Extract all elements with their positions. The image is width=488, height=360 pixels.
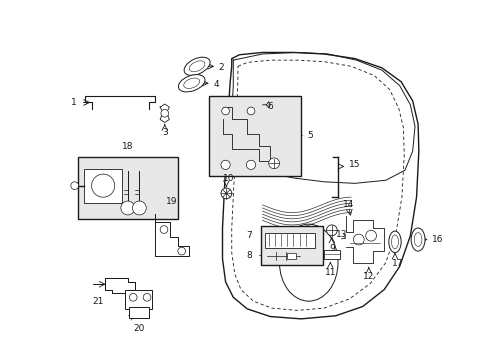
- Ellipse shape: [410, 228, 424, 251]
- Bar: [78, 157, 178, 219]
- Circle shape: [353, 234, 364, 245]
- Text: 9: 9: [328, 244, 334, 253]
- Polygon shape: [104, 278, 135, 293]
- Circle shape: [71, 182, 79, 189]
- Text: 18: 18: [122, 142, 133, 151]
- Text: 19: 19: [165, 197, 177, 206]
- Text: 3: 3: [162, 128, 167, 137]
- Text: 13: 13: [335, 230, 346, 239]
- Text: 4: 4: [213, 80, 219, 89]
- Bar: [324, 249, 339, 259]
- Circle shape: [132, 201, 146, 215]
- Text: 8: 8: [245, 251, 251, 260]
- Text: 2: 2: [218, 63, 224, 72]
- Text: 21: 21: [93, 297, 104, 306]
- Circle shape: [268, 158, 279, 169]
- Circle shape: [129, 293, 137, 301]
- Circle shape: [121, 201, 135, 215]
- Text: 10: 10: [223, 174, 234, 183]
- Circle shape: [143, 293, 151, 301]
- Bar: [129, 306, 148, 318]
- Text: 12: 12: [363, 272, 374, 281]
- Text: 20: 20: [133, 324, 145, 333]
- Ellipse shape: [413, 233, 421, 247]
- Circle shape: [221, 107, 229, 115]
- Circle shape: [221, 188, 231, 199]
- Ellipse shape: [183, 78, 199, 89]
- Circle shape: [160, 226, 167, 233]
- Circle shape: [365, 230, 376, 241]
- Text: 5: 5: [306, 131, 312, 140]
- Circle shape: [326, 225, 337, 236]
- Ellipse shape: [279, 224, 337, 301]
- Text: 1: 1: [70, 98, 76, 107]
- Text: 17: 17: [391, 259, 402, 268]
- Text: 16: 16: [431, 235, 443, 244]
- Text: 6: 6: [266, 102, 272, 111]
- Circle shape: [161, 109, 168, 117]
- Ellipse shape: [184, 57, 210, 75]
- Circle shape: [246, 107, 254, 115]
- Bar: [84, 169, 122, 203]
- Ellipse shape: [178, 75, 204, 92]
- Bar: [208, 95, 301, 176]
- Text: 15: 15: [348, 160, 360, 169]
- Text: 11: 11: [324, 268, 335, 277]
- Bar: [125, 289, 152, 309]
- Text: 14: 14: [343, 201, 354, 210]
- Polygon shape: [345, 216, 384, 263]
- Bar: [286, 253, 296, 259]
- Ellipse shape: [189, 61, 204, 72]
- Circle shape: [221, 160, 230, 170]
- Circle shape: [246, 160, 255, 170]
- Ellipse shape: [388, 231, 400, 253]
- Ellipse shape: [391, 235, 398, 249]
- Circle shape: [91, 174, 115, 197]
- Bar: [261, 226, 322, 265]
- Text: 7: 7: [245, 231, 251, 240]
- Circle shape: [178, 247, 185, 255]
- Bar: [264, 233, 314, 248]
